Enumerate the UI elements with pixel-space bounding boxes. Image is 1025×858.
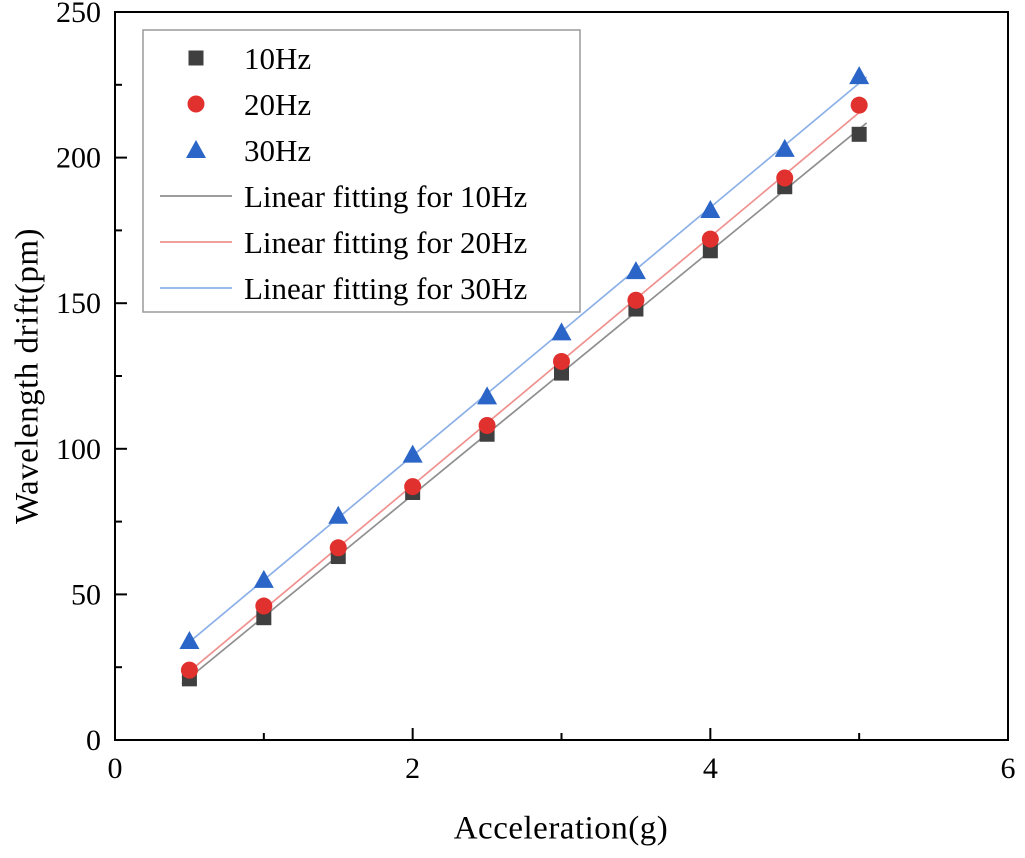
fit-line-30Hz	[181, 76, 868, 649]
legend-fitlabel-10Hz: Linear fitting for 10Hz	[244, 179, 527, 214]
data-point-10Hz	[256, 610, 272, 626]
data-point-20Hz	[255, 597, 273, 615]
legend-fitlabel-30Hz: Linear fitting for 30Hz	[244, 271, 527, 306]
x-axis-title: Acceleration(g)	[453, 810, 669, 847]
legend-box	[142, 29, 581, 313]
data-point-20Hz	[553, 352, 570, 370]
y-tick-label: 150	[56, 287, 101, 320]
data-point-30Hz	[253, 569, 274, 588]
data-point-30Hz	[700, 200, 721, 219]
legend-marker-10Hz	[188, 50, 204, 66]
data-point-30Hz	[328, 505, 349, 524]
y-tick-label: 200	[56, 142, 101, 175]
data-point-30Hz	[477, 386, 498, 405]
x-tick-label: 4	[703, 752, 718, 785]
data-point-30Hz	[849, 66, 870, 85]
x-tick-label: 6	[1001, 752, 1016, 785]
data-point-30Hz	[402, 444, 423, 463]
data-point-20Hz	[180, 661, 198, 679]
data-point-30Hz	[774, 138, 795, 157]
data-point-20Hz	[627, 291, 645, 309]
x-tick-label: 0	[108, 752, 123, 785]
legend-marker-20Hz	[187, 95, 205, 113]
legend-label-20Hz: 20Hz	[244, 87, 311, 122]
x-tick-label: 2	[405, 752, 420, 785]
data-point-20Hz	[404, 478, 422, 496]
legend-marker-30Hz	[186, 140, 206, 158]
data-point-10Hz	[851, 126, 867, 142]
legend-label-30Hz: 30Hz	[244, 133, 311, 168]
legend-fitlabel-20Hz: Linear fitting for 20Hz	[244, 225, 527, 260]
data-point-20Hz	[329, 539, 347, 557]
data-point-20Hz	[776, 169, 794, 187]
y-tick-label: 100	[56, 433, 101, 466]
y-axis-title: Wavelength drift(pm)	[9, 228, 46, 524]
data-point-10Hz	[702, 243, 718, 259]
data-point-20Hz	[478, 417, 496, 435]
data-point-20Hz	[850, 96, 868, 114]
data-point-30Hz	[179, 630, 200, 649]
legend-label-10Hz: 10Hz	[244, 41, 311, 76]
fit-line-20Hz	[181, 105, 868, 679]
data-point-20Hz	[701, 230, 719, 248]
y-tick-label: 250	[56, 0, 101, 29]
data-point-10Hz	[554, 365, 569, 381]
fit-line-10Hz	[181, 122, 868, 685]
y-tick-label: 0	[86, 724, 101, 757]
y-tick-label: 50	[71, 578, 101, 611]
data-point-30Hz	[551, 322, 572, 341]
data-point-30Hz	[625, 261, 646, 280]
